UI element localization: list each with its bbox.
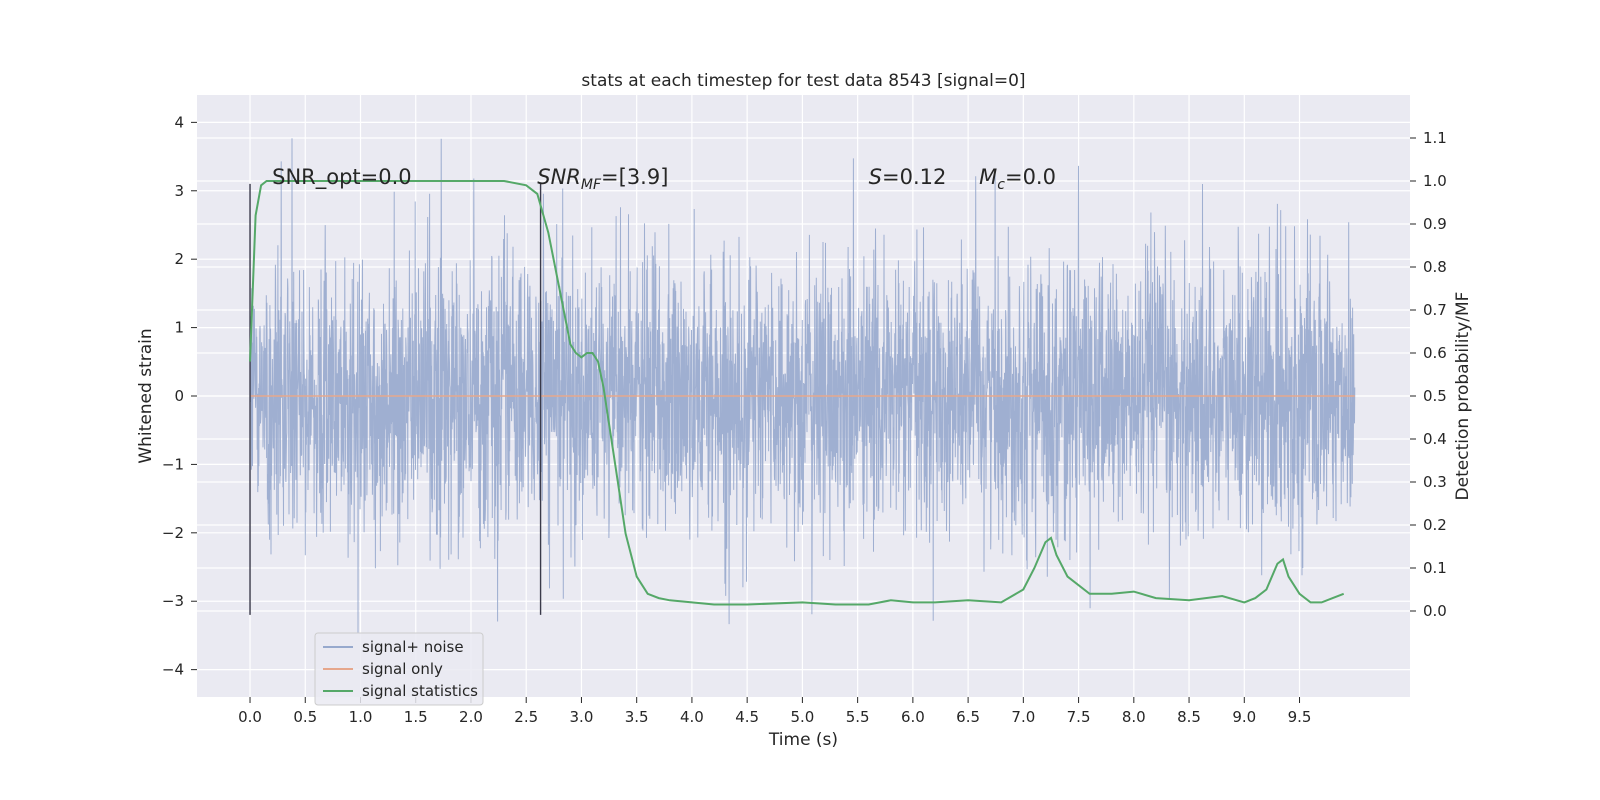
x-tick-label: 7.5 [1067,708,1091,726]
y2-tick-label: 0.9 [1423,215,1447,233]
y2-tick-label: 0.3 [1423,473,1447,491]
y2-tick-label: 0.1 [1423,559,1447,577]
y2-tick-label: 0.8 [1423,258,1447,276]
y-tick-label: −1 [162,455,184,473]
annotation-snr-mf-sub: MF [581,177,602,193]
annotation-s: S=0.12 [869,165,947,189]
x-tick-label: 4.5 [735,708,759,726]
annotation-snr-mf: SNRMF=[3.9] [537,165,668,193]
annotation-mc-sub: c [997,177,1005,193]
y2-tick-label: 0.2 [1423,516,1447,534]
y-tick-label: 2 [174,250,184,268]
signal-plus-noise-series [249,138,1356,634]
x-axis-ticks: 0.0 0.5 1.0 1.5 2.0 2.5 3.0 3.5 4.0 4.5 5.0 5.5 6.0 6… [238,697,1311,726]
annotations: SNR_opt=0.0 SNRMF=[3.9] S=0.12 Mc=0.0 [272,165,1056,193]
x-tick-label: 8.5 [1177,708,1201,726]
y-axis-label: Whitened strain [136,328,156,463]
y2-axis-label: Detection probability/MF [1453,292,1473,501]
annotation-mc-italic: M [979,165,997,189]
x-tick-label: 2.5 [514,708,538,726]
y2-axis-ticks: 1.1 1.0 0.9 0.8 0.7 0.6 0.5 0.4 0.3 0.2 0.1 0.0 [1410,129,1447,620]
y2-tick-label: 1.1 [1423,129,1447,147]
chart-title: stats at each timestep for test data 854… [581,71,1025,91]
y2-tick-label: 0.7 [1423,301,1447,319]
annotation-snr-mf-value: =[3.9] [601,165,668,189]
signal-statistics-series [249,180,1345,606]
y-tick-label: 0 [174,387,184,405]
y2-tick-label: 0.4 [1423,430,1447,448]
y2-tick-label: 0.6 [1423,344,1447,362]
legend-box [314,632,484,706]
x-axis-label: Time (s) [768,730,838,750]
x-tick-label: 2.0 [459,708,483,726]
annotation-s-value: =0.12 [882,165,946,189]
legend-label-signal-plus-noise: signal+ noise [362,638,464,656]
marker-lines [249,183,542,615]
y-tick-label: 1 [174,319,184,337]
y-tick-label: 4 [174,113,184,131]
x-tick-label: 8.0 [1122,708,1146,726]
x-tick-label: 0.5 [293,708,317,726]
annotation-snr-mf-main: SNR [537,165,581,189]
y2-tick-label: 0.0 [1423,602,1447,620]
y-tick-label: 3 [174,182,184,200]
x-tick-label: 3.5 [625,708,649,726]
x-tick-label: 5.0 [790,708,814,726]
annotation-s-italic: S [869,165,882,189]
x-tick-label: 1.0 [349,708,373,726]
annotation-mc: Mc=0.0 [979,165,1056,193]
y2-tick-label: 0.5 [1423,387,1447,405]
y2-tick-label: 1.0 [1423,172,1447,190]
y-tick-label: −4 [162,661,184,679]
x-tick-label: 9.5 [1288,708,1312,726]
x-tick-label: 6.5 [956,708,980,726]
y-axis-ticks: 4 3 2 1 0 −1 −2 −3 −4 [162,113,197,679]
x-tick-label: 6.0 [901,708,925,726]
annotation-snr-opt: SNR_opt=0.0 [272,165,412,190]
annotation-mc-value: =0.0 [1005,165,1056,189]
x-tick-label: 1.5 [404,708,428,726]
x-tick-label: 0.0 [238,708,262,726]
legend: signal+ noise signal only signal statist… [314,632,484,706]
signal-statistics-line [249,180,1345,606]
x-tick-label: 7.0 [1011,708,1035,726]
y-tick-label: −2 [162,524,184,542]
signal-plus-noise-line [249,138,1356,634]
legend-label-signal-statistics: signal statistics [362,682,478,700]
x-tick-label: 3.0 [570,708,594,726]
x-tick-label: 4.0 [680,708,704,726]
y-tick-label: −3 [162,592,184,610]
x-tick-label: 9.0 [1232,708,1256,726]
legend-label-signal-only: signal only [362,660,443,678]
x-tick-label: 5.5 [846,708,870,726]
